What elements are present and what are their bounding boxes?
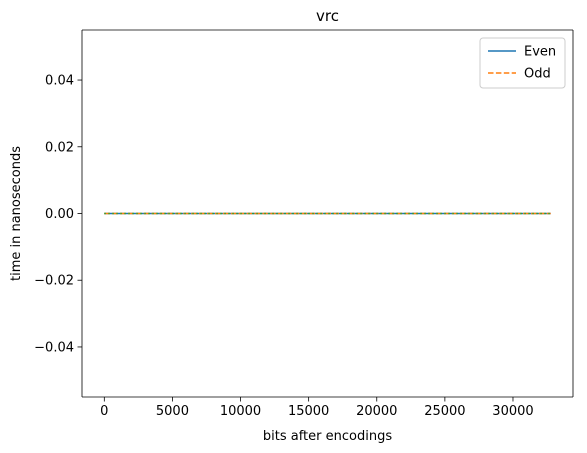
- y-tick-label: −0.04: [34, 340, 74, 355]
- x-tick-label: 25000: [424, 404, 465, 419]
- x-tick-label: 10000: [220, 404, 261, 419]
- y-axis-ticks: −0.04 −0.02 0.00 0.02 0.04: [34, 74, 82, 355]
- y-axis-label: time in nanoseconds: [9, 146, 24, 281]
- y-tick-label: 0.02: [45, 140, 74, 155]
- x-tick-label: 20000: [356, 404, 397, 419]
- y-tick-label: 0.04: [45, 74, 74, 89]
- x-axis-ticks: 0 5000 10000 15000 20000 25000 30000: [100, 397, 534, 419]
- x-tick-label: 5000: [156, 404, 189, 419]
- x-tick-label: 15000: [288, 404, 329, 419]
- legend-label-odd: Odd: [524, 67, 551, 82]
- y-tick-label: −0.02: [34, 274, 74, 289]
- legend-label-even: Even: [524, 45, 556, 60]
- y-tick-label: 0.00: [45, 207, 74, 222]
- x-axis-label: bits after encodings: [263, 429, 392, 444]
- chart-title: vrc: [316, 7, 339, 25]
- legend: Even Odd: [479, 37, 566, 89]
- x-tick-label: 0: [100, 404, 108, 419]
- x-tick-label: 30000: [492, 404, 533, 419]
